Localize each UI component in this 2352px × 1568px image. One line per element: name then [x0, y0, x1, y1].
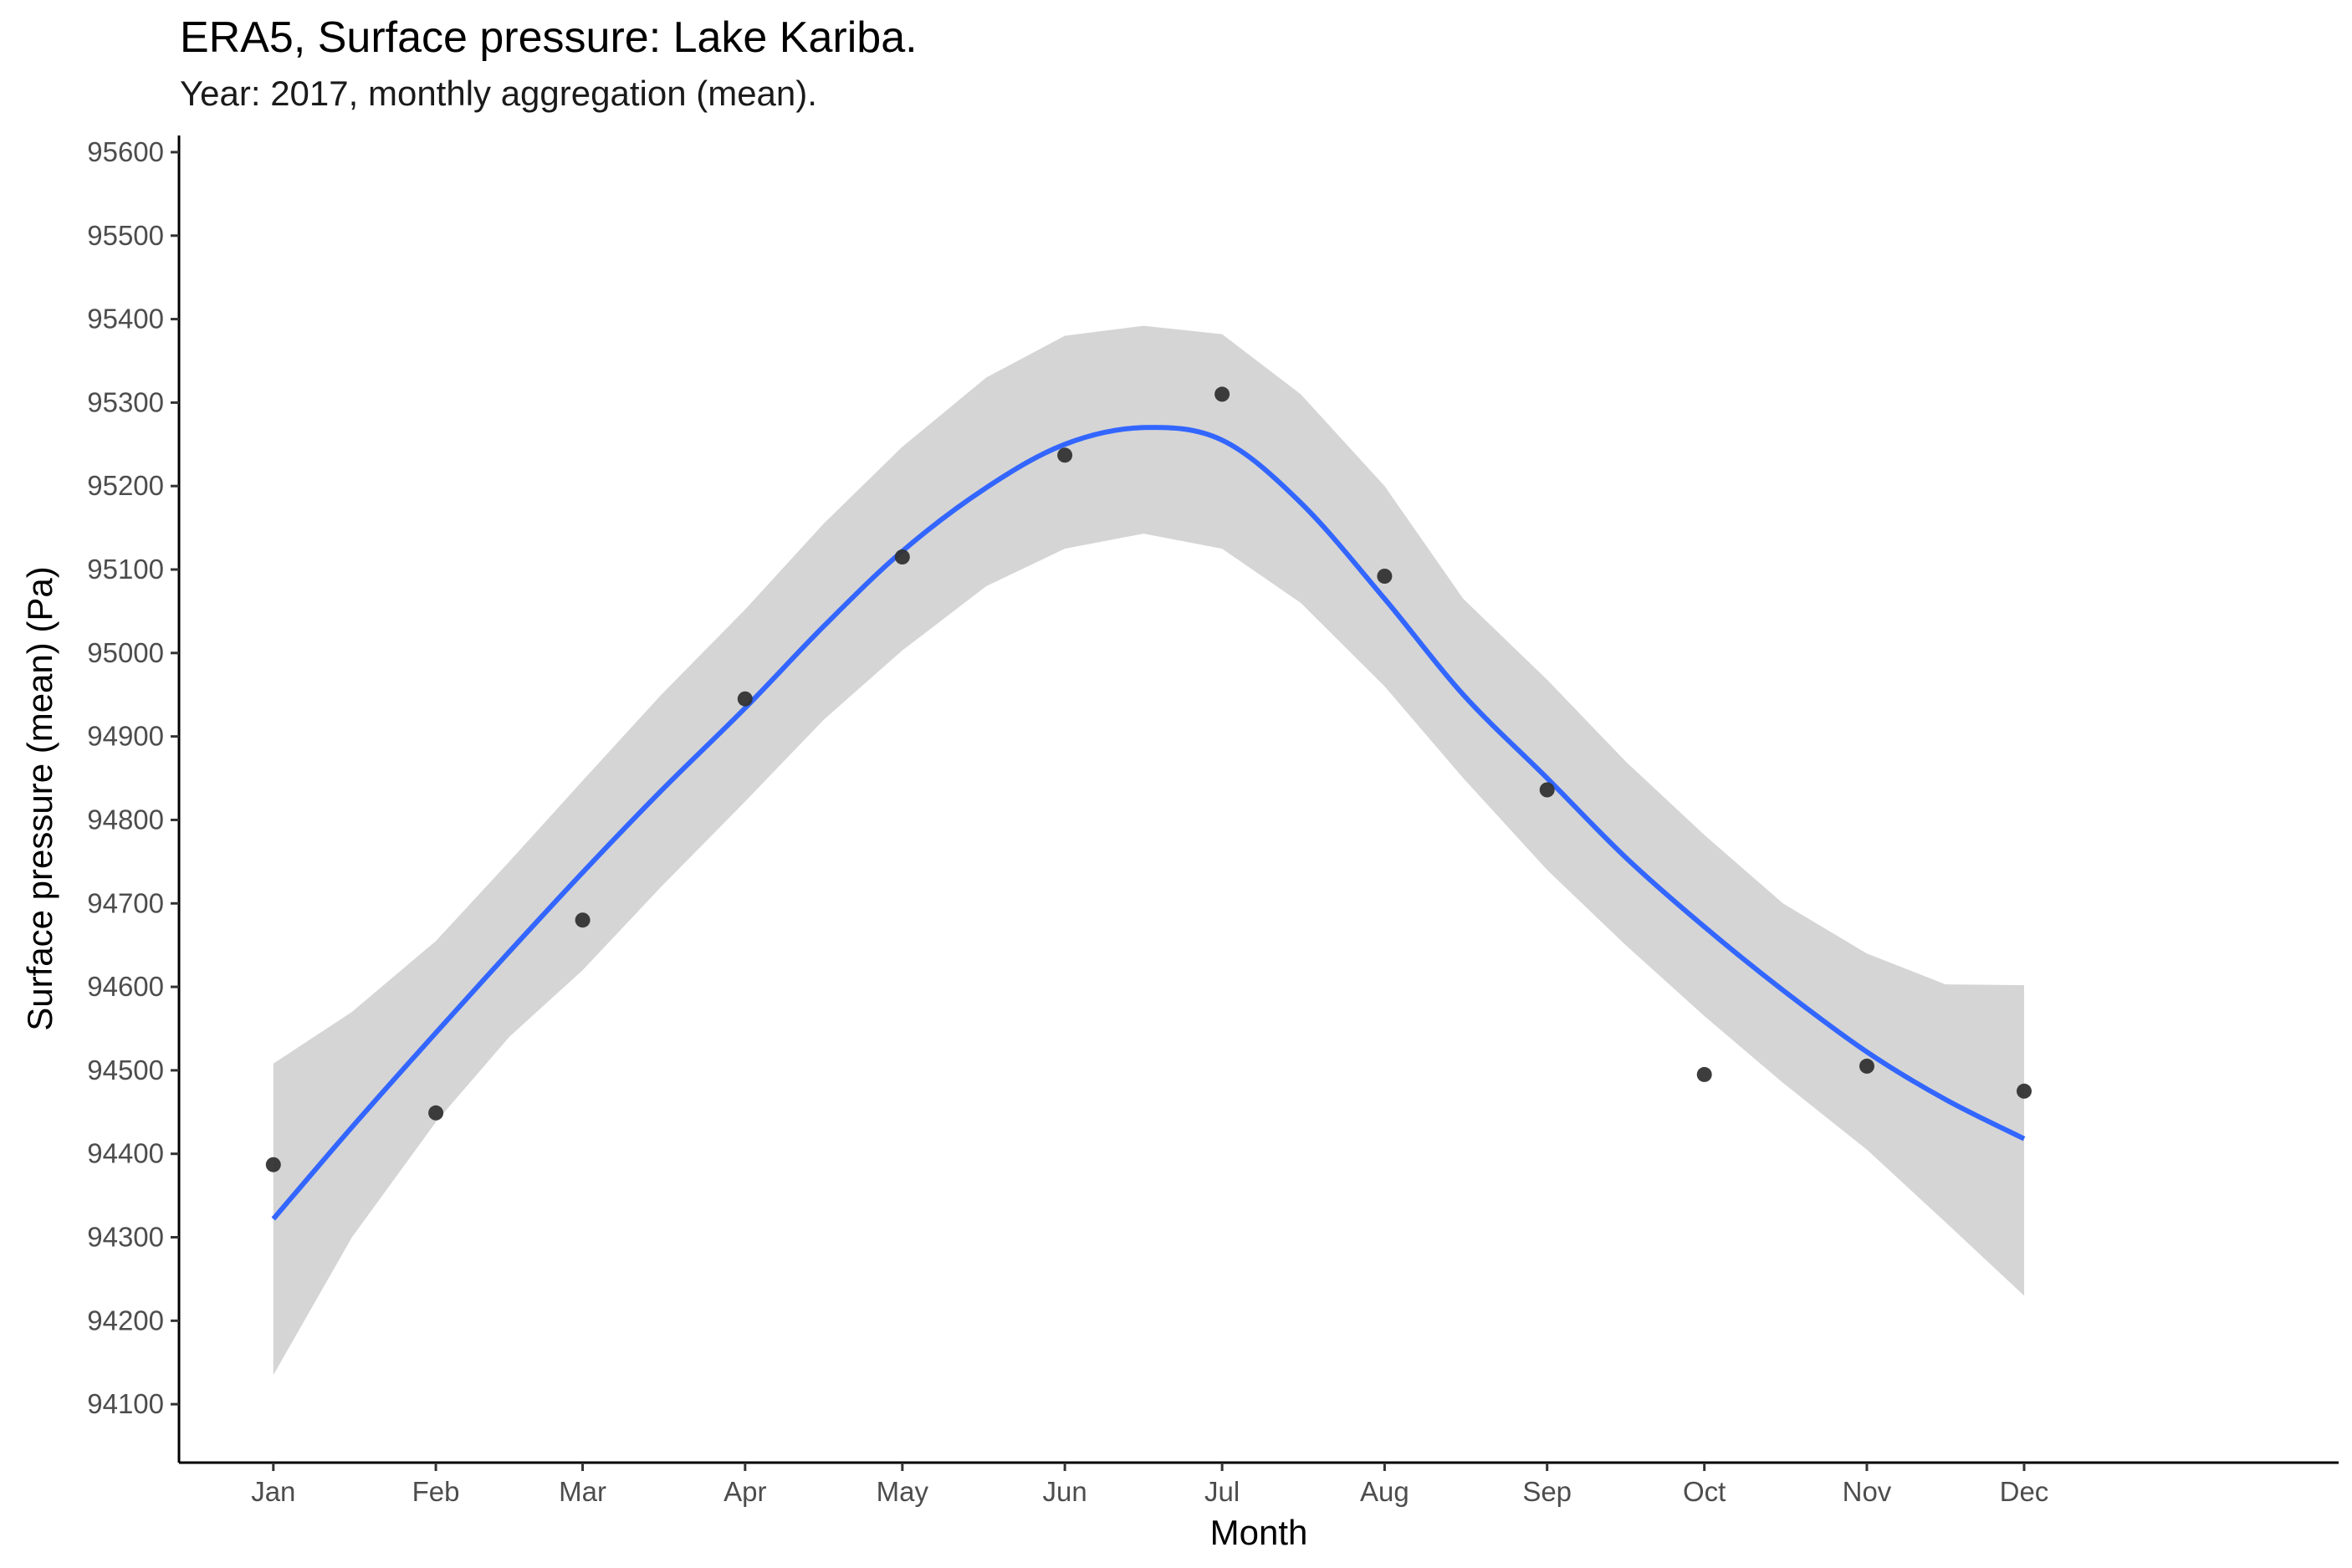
- x-tick-label-jan: Jan: [251, 1476, 295, 1507]
- data-point-may: [894, 549, 910, 564]
- y-tick-label: 95000: [87, 637, 164, 668]
- data-point-jul: [1214, 386, 1230, 402]
- data-point-apr: [737, 691, 753, 707]
- x-tick-label-jul: Jul: [1204, 1476, 1240, 1507]
- x-tick-label-jun: Jun: [1043, 1476, 1087, 1507]
- x-tick-label-feb: Feb: [412, 1476, 460, 1507]
- x-tick-label-mar: Mar: [559, 1476, 606, 1507]
- data-point-sep: [1539, 782, 1555, 798]
- y-tick-label: 94100: [87, 1388, 164, 1419]
- x-tick-label-oct: Oct: [1683, 1476, 1726, 1507]
- data-point-oct: [1696, 1066, 1712, 1082]
- data-point-dec: [2017, 1083, 2032, 1099]
- y-tick-label: 95300: [87, 386, 164, 417]
- y-tick-label: 94200: [87, 1305, 164, 1336]
- x-axis-title: Month: [1210, 1513, 1308, 1552]
- confidence-band: [273, 325, 2024, 1376]
- smooth-line: [271, 425, 2026, 1221]
- y-tick-label: 94400: [87, 1138, 164, 1169]
- chart-title: ERA5, Surface pressure: Lake Kariba.: [180, 13, 918, 62]
- x-tick-label-may: May: [877, 1476, 929, 1507]
- data-point-nov: [1859, 1058, 1874, 1074]
- y-tick-label: 94700: [87, 887, 164, 918]
- y-tick-label: 95500: [87, 220, 164, 251]
- x-tick-label-aug: Aug: [1360, 1476, 1409, 1507]
- data-point-mar: [575, 912, 591, 928]
- y-tick-label: 95600: [87, 136, 164, 167]
- chart-subtitle: Year: 2017, monthly aggregation (mean).: [180, 74, 817, 113]
- x-tick-label-apr: Apr: [723, 1476, 766, 1507]
- y-axis-title: Surface pressure (mean) (Pa): [20, 566, 59, 1031]
- y-tick-label: 94600: [87, 971, 164, 1002]
- data-point-aug: [1377, 569, 1393, 584]
- x-tick-label-dec: Dec: [2000, 1476, 2049, 1507]
- y-tick-label: 94300: [87, 1222, 164, 1253]
- y-axis-ticks: 94100 94200 94300 94400 94500 94600 94700 94800…: [87, 136, 179, 1419]
- data-point-feb: [428, 1105, 444, 1121]
- y-tick-label: 94500: [87, 1055, 164, 1085]
- data-point-jan: [265, 1157, 281, 1172]
- x-axis-ticks: Jan Feb Mar Apr May Jun Jul Aug Sep Oct Nov Dec: [251, 1463, 2048, 1507]
- x-tick-label-nov: Nov: [1843, 1476, 1892, 1507]
- data-point-jun: [1057, 447, 1073, 463]
- plot-area: [265, 325, 2032, 1376]
- y-tick-label: 94900: [87, 721, 164, 752]
- y-tick-label: 95400: [87, 304, 164, 335]
- y-tick-label: 95200: [87, 470, 164, 501]
- y-tick-label: 95100: [87, 554, 164, 585]
- x-tick-label-sep: Sep: [1522, 1476, 1572, 1507]
- y-tick-label: 94800: [87, 804, 164, 835]
